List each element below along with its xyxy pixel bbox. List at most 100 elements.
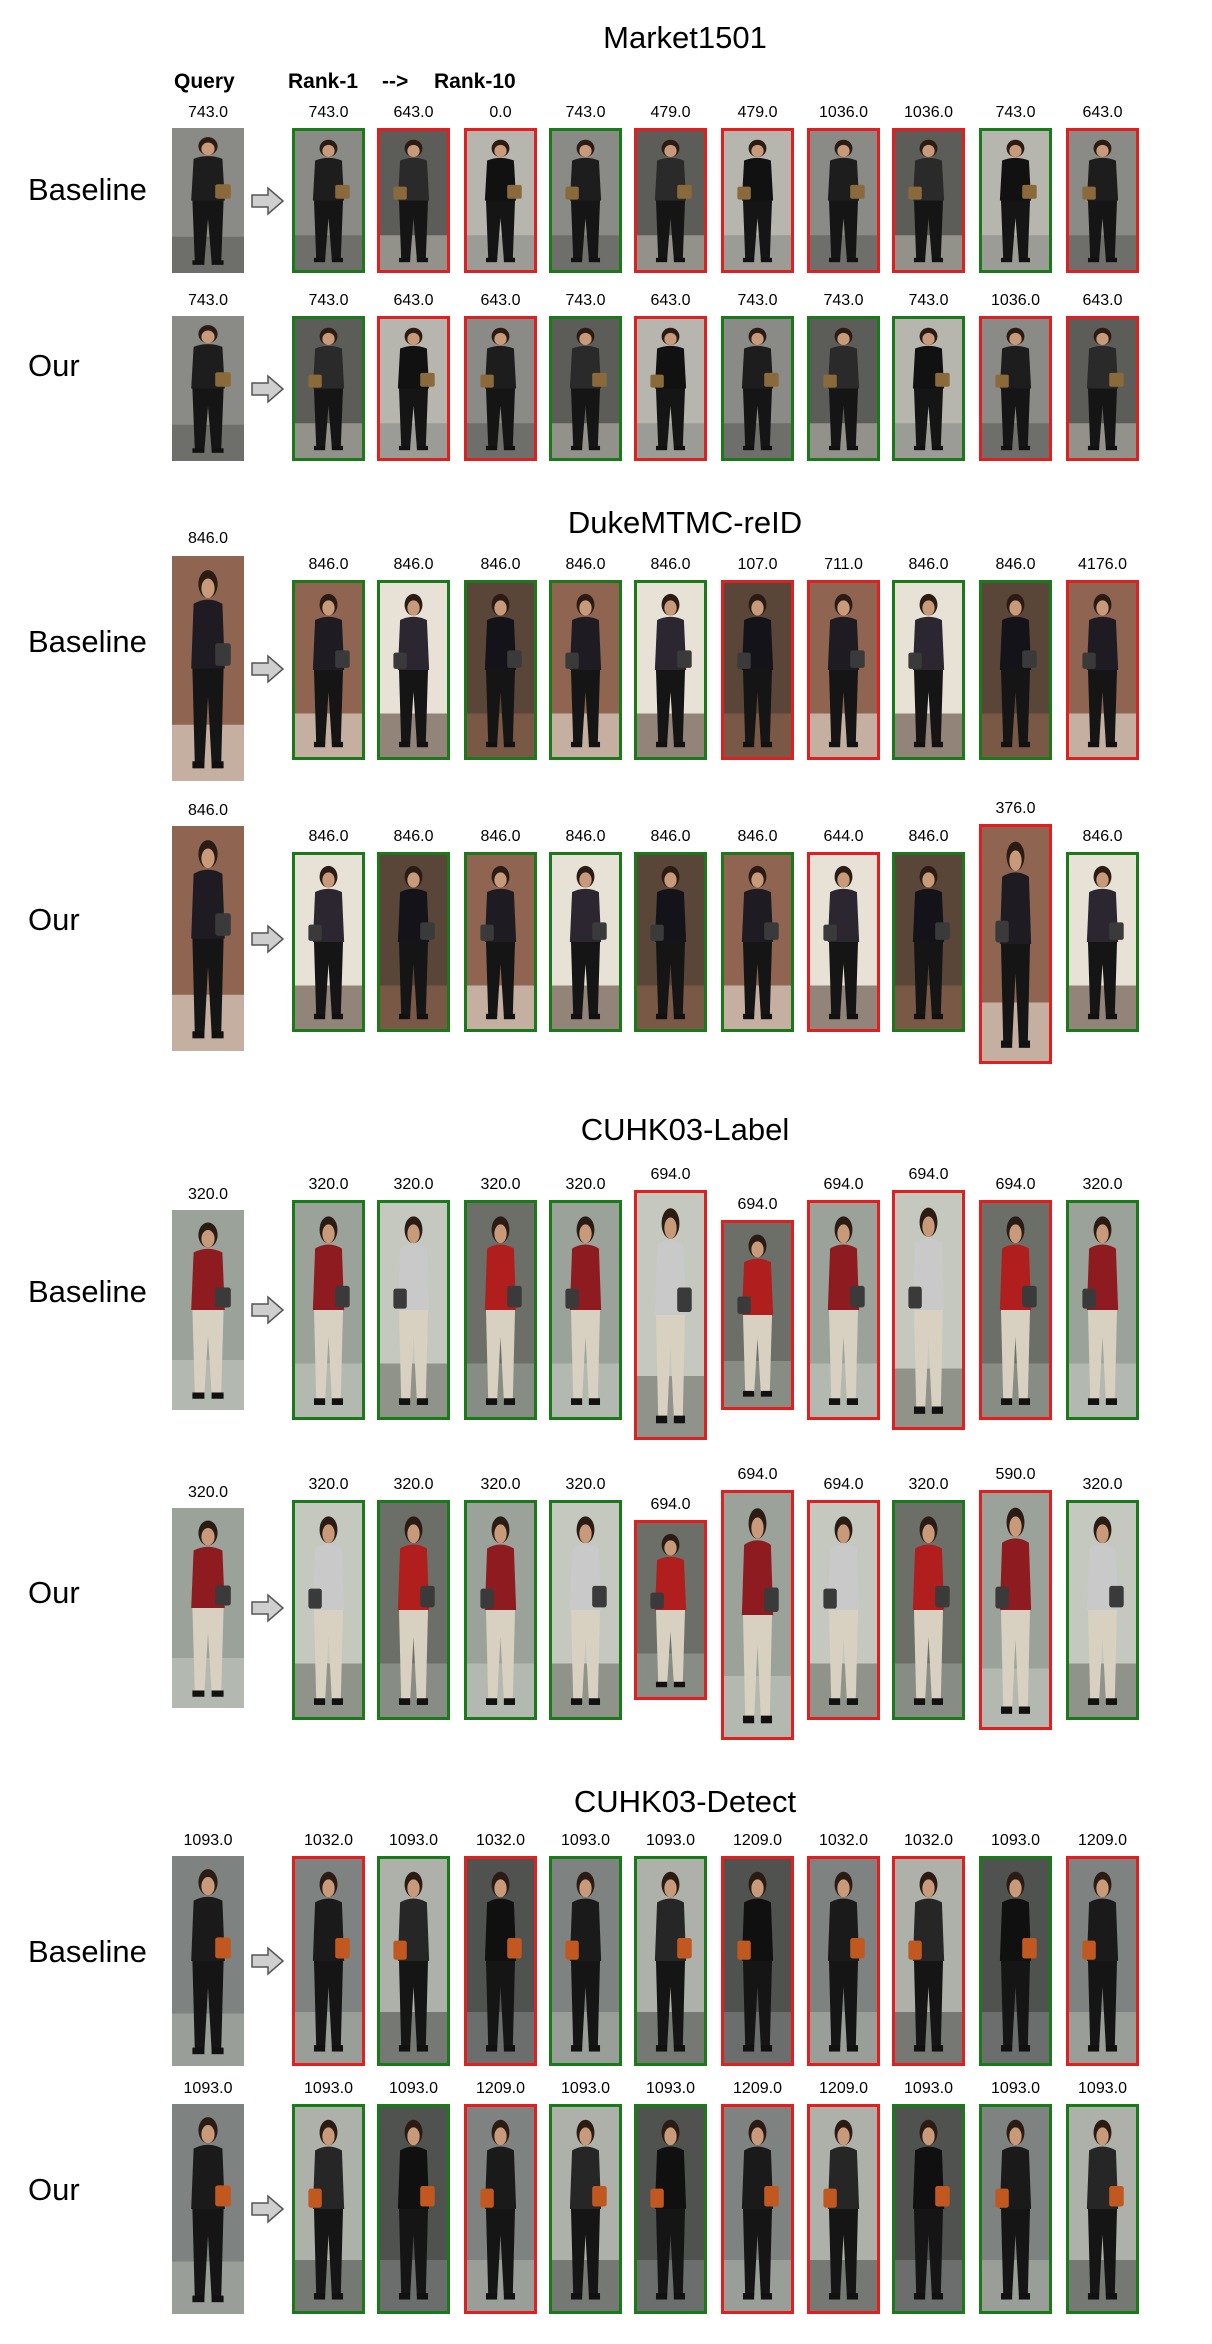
query-id-label: 1093.0 (183, 1832, 233, 1849)
result-id-label: 1209.0 (819, 2080, 868, 2097)
result-id-label: 320.0 (480, 1176, 521, 1193)
result-id-label: 320.0 (308, 1476, 349, 1493)
query-image (172, 1856, 244, 2066)
wrong-match-image (464, 316, 537, 461)
result-id-label: 320.0 (565, 1476, 606, 1493)
correct-match-image (634, 852, 707, 1032)
result-id-label: 711.0 (824, 556, 863, 573)
wrong-match-image (1066, 316, 1139, 461)
result-id-label: 743.0 (823, 292, 864, 309)
correct-match-image (549, 852, 622, 1032)
result-id-label: 846.0 (393, 556, 434, 573)
correct-match-image (464, 1200, 537, 1420)
correct-match-image (292, 580, 365, 760)
wrong-match-image (634, 128, 707, 273)
correct-match-image (292, 1500, 365, 1720)
correct-match-image (634, 2104, 707, 2314)
wrong-match-image (1066, 1856, 1139, 2066)
result-id-label: 694.0 (650, 1166, 691, 1183)
result-id-label: 1032.0 (904, 1832, 953, 1849)
wrong-match-image (292, 1856, 365, 2066)
result-id-label: 320.0 (393, 1476, 434, 1493)
result-id-label: 846.0 (308, 556, 349, 573)
correct-match-image (549, 580, 622, 760)
correct-match-image (1066, 1500, 1139, 1720)
result-id-label: 1093.0 (304, 2080, 353, 2097)
wrong-match-image (807, 852, 880, 1032)
wrong-match-image (634, 1190, 707, 1440)
correct-match-image (892, 316, 965, 461)
query-image (172, 826, 244, 1051)
correct-match-image (634, 1856, 707, 2066)
result-id-label: 846.0 (995, 556, 1036, 573)
result-id-label: 846.0 (565, 828, 606, 845)
correct-match-image (1066, 1200, 1139, 1420)
result-id-label: 590.0 (995, 1466, 1036, 1483)
wrong-match-image (807, 1200, 880, 1420)
result-id-label: 643.0 (480, 292, 521, 309)
query-image (172, 1210, 244, 1410)
result-id-label: 743.0 (308, 292, 349, 309)
result-id-label: 743.0 (565, 292, 606, 309)
row-label: Our (28, 2172, 80, 2207)
correct-match-image (377, 852, 450, 1032)
query-id-label: 1093.0 (183, 2080, 233, 2097)
correct-match-image (549, 2104, 622, 2314)
result-id-label: 1093.0 (561, 1832, 610, 1849)
correct-match-image (549, 1200, 622, 1420)
result-id-label: 643.0 (650, 292, 691, 309)
correct-match-image (292, 2104, 365, 2314)
result-id-label: 846.0 (908, 828, 949, 845)
correct-match-image (549, 128, 622, 273)
result-id-label: 643.0 (393, 292, 434, 309)
correct-match-image (377, 2104, 450, 2314)
result-id-label: 479.0 (737, 104, 778, 121)
section-title: CUHK03-Label (580, 1112, 790, 1147)
result-id-label: 1093.0 (991, 2080, 1040, 2097)
result-id-label: 694.0 (650, 1496, 691, 1513)
result-id-label: 1036.0 (904, 104, 953, 121)
correct-match-image (377, 1200, 450, 1420)
right-arrow-icon (250, 185, 286, 217)
result-id-label: 846.0 (1082, 828, 1123, 845)
correct-match-image (377, 580, 450, 760)
result-id-label: 1093.0 (646, 1832, 695, 1849)
wrong-match-image (377, 316, 450, 461)
result-id-label: 0.0 (489, 104, 512, 121)
query-image (172, 128, 244, 273)
result-id-label: 846.0 (908, 556, 949, 573)
result-id-label: 694.0 (823, 1176, 864, 1193)
result-id-label: 694.0 (908, 1166, 949, 1183)
correct-match-image (464, 852, 537, 1032)
wrong-match-image (1066, 580, 1139, 760)
result-id-label: 743.0 (908, 292, 949, 309)
query-id-label: 846.0 (187, 530, 229, 547)
result-id-label: 846.0 (650, 556, 691, 573)
result-id-label: 1093.0 (646, 2080, 695, 2097)
result-id-label: 846.0 (393, 828, 434, 845)
correct-match-image (979, 1856, 1052, 2066)
right-arrow-icon (250, 1294, 286, 1326)
query-id-label: 320.0 (187, 1484, 229, 1501)
wrong-match-image (979, 824, 1052, 1064)
result-id-label: 320.0 (393, 1176, 434, 1193)
result-id-label: 743.0 (565, 104, 606, 121)
correct-match-image (892, 2104, 965, 2314)
result-id-label: 643.0 (1082, 292, 1123, 309)
result-id-label: 846.0 (308, 828, 349, 845)
result-id-label: 694.0 (995, 1176, 1036, 1193)
wrong-match-image (979, 1200, 1052, 1420)
query-id-label: 743.0 (187, 292, 229, 309)
wrong-match-image (721, 2104, 794, 2314)
section-title: CUHK03-Detect (573, 1784, 797, 1819)
result-id-label: 1036.0 (991, 292, 1040, 309)
wrong-match-image (979, 316, 1052, 461)
result-id-label: 1032.0 (304, 1832, 353, 1849)
query-id-label: 846.0 (187, 802, 229, 819)
result-id-label: 743.0 (995, 104, 1036, 121)
section-title: DukeMTMC-reID (567, 505, 803, 540)
rank-start-header: Rank-1 (288, 70, 359, 93)
result-id-label: 1093.0 (1078, 2080, 1127, 2097)
result-id-label: 320.0 (565, 1176, 606, 1193)
correct-match-image (892, 852, 965, 1032)
